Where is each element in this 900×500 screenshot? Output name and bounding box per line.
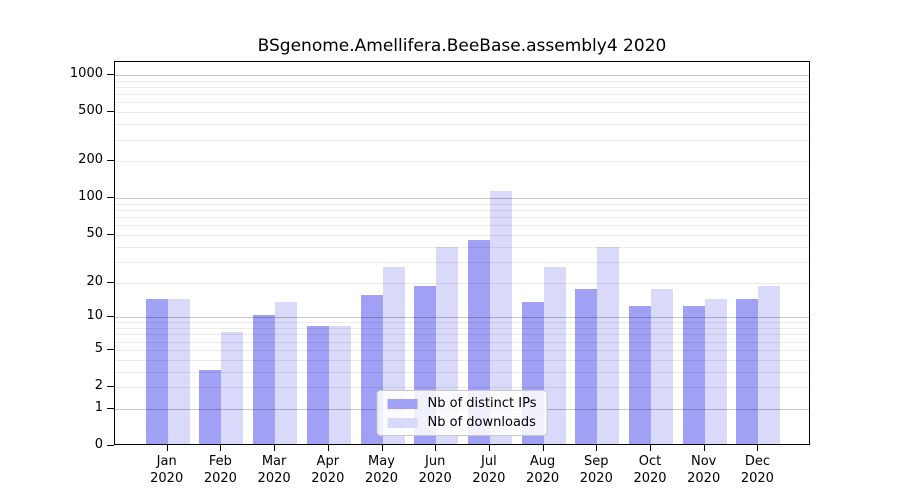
y-gridline-minor-70 — [115, 217, 809, 219]
y-gridline-minor-300 — [115, 139, 809, 141]
y-tick-label-2: 2 — [94, 378, 103, 393]
x-tick-apr — [327, 445, 329, 451]
legend-swatch-distinct-ips — [387, 398, 418, 409]
bar-nb-of-distinct-ips-feb-2020 — [199, 369, 222, 444]
bar-nb-of-downloads-jan-2020 — [167, 298, 190, 444]
y-tick-label-5: 5 — [94, 340, 103, 356]
y-tick-label-100: 100 — [78, 189, 103, 205]
x-tick-label-oct-2020: Oct 2020 — [633, 454, 667, 486]
legend: Nb of distinct IPs Nb of downloads — [376, 390, 548, 436]
bar-nb-of-downloads-dec-2020 — [758, 285, 781, 444]
y-tick-label-1: 1 — [94, 399, 103, 415]
y-gridline-minor-90 — [115, 203, 809, 205]
x-tick-label-jul-2020: Jul 2020 — [472, 454, 506, 486]
y-gridline-minor-20 — [115, 282, 809, 284]
y-gridline-minor-600 — [115, 102, 809, 104]
y-gridline-major-1000 — [115, 74, 809, 76]
y-gridline-minor-80 — [115, 210, 809, 211]
legend-label-distinct-ips: Nb of distinct IPs — [427, 396, 537, 411]
bar-nb-of-distinct-ips-dec-2020 — [736, 298, 759, 444]
x-tick-jul — [488, 445, 490, 451]
x-tick-may — [381, 445, 383, 451]
x-tick-mar — [274, 445, 276, 451]
x-tick-label-apr-2020: Apr 2020 — [311, 454, 345, 486]
y-tick-0 — [107, 445, 114, 446]
x-tick-feb — [220, 445, 222, 451]
y-tick-20 — [107, 281, 114, 283]
y-tick-200 — [107, 160, 114, 162]
y-gridline-minor-900 — [115, 80, 809, 82]
bar-nb-of-distinct-ips-jan-2020 — [145, 298, 168, 444]
x-tick-nov — [703, 445, 705, 451]
y-gridline-minor-60 — [115, 225, 809, 227]
bar-nb-of-downloads-mar-2020 — [275, 302, 298, 444]
x-tick-label-may-2020: May 2020 — [364, 454, 399, 486]
y-gridline-minor-400 — [115, 124, 809, 126]
bar-nb-of-downloads-jul-2020 — [489, 191, 512, 444]
chart-title: BSgenome.Amellifera.BeeBase.assembly4 20… — [257, 36, 667, 56]
x-tick-label-sep-2020: Sep 2020 — [579, 454, 613, 486]
x-tick-label-jun-2020: Jun 2020 — [418, 454, 452, 486]
x-tick-dec — [757, 445, 759, 451]
x-tick-oct — [650, 445, 651, 451]
y-tick-500 — [107, 111, 114, 113]
x-tick-label-aug-2020: Aug 2020 — [526, 454, 560, 486]
x-tick-label-dec-2020: Dec 2020 — [740, 454, 774, 486]
bar-nb-of-distinct-ips-sep-2020 — [575, 288, 598, 444]
bar-nb-of-downloads-aug-2020 — [543, 267, 566, 444]
bar-nb-of-downloads-nov-2020 — [704, 298, 727, 444]
legend-item-downloads: Nb of downloads — [387, 415, 537, 430]
y-gridline-major-100 — [115, 198, 809, 200]
y-tick-10 — [107, 316, 114, 318]
y-tick-label-10: 10 — [86, 308, 103, 324]
y-tick-label-20: 20 — [86, 273, 103, 289]
y-gridline-minor-500 — [115, 112, 809, 114]
legend-swatch-downloads — [387, 417, 418, 428]
y-tick-5 — [107, 348, 114, 350]
y-tick-1 — [107, 407, 114, 409]
y-tick-50 — [107, 233, 114, 235]
y-tick-label-50: 50 — [86, 225, 103, 241]
x-tick-jan — [166, 445, 168, 451]
legend-item-distinct-ips: Nb of distinct IPs — [387, 396, 537, 411]
legend-label-downloads: Nb of downloads — [427, 415, 536, 430]
x-tick-aug — [542, 445, 544, 451]
plot-area: Nb of distinct IPs Nb of downloads — [114, 61, 810, 445]
y-tick-100 — [107, 197, 114, 199]
x-tick-label-jan-2020: Jan 2020 — [150, 454, 184, 486]
bar-nb-of-distinct-ips-apr-2020 — [306, 326, 329, 444]
y-tick-label-1000: 1000 — [69, 65, 103, 81]
bar-nb-of-downloads-feb-2020 — [221, 332, 244, 444]
y-tick-label-500: 500 — [78, 103, 103, 119]
bar-nb-of-downloads-oct-2020 — [651, 288, 673, 444]
bar-nb-of-distinct-ips-nov-2020 — [682, 306, 705, 444]
x-tick-jun — [435, 445, 437, 451]
x-tick-sep — [596, 445, 598, 451]
y-gridline-minor-50 — [115, 234, 809, 236]
y-gridline-minor-200 — [115, 161, 809, 163]
bar-nb-of-downloads-sep-2020 — [597, 247, 620, 444]
x-tick-label-mar-2020: Mar 2020 — [257, 454, 291, 486]
y-gridline-minor-700 — [115, 94, 809, 96]
bar-nb-of-distinct-ips-oct-2020 — [629, 306, 651, 444]
y-gridline-minor-40 — [115, 246, 809, 248]
bar-nb-of-downloads-apr-2020 — [328, 326, 351, 444]
x-tick-label-feb-2020: Feb 2020 — [203, 454, 237, 486]
y-tick-label-0: 0 — [94, 437, 103, 452]
x-tick-label-nov-2020: Nov 2020 — [687, 454, 721, 486]
y-gridline-minor-800 — [115, 86, 809, 88]
bar-nb-of-distinct-ips-mar-2020 — [253, 315, 276, 444]
y-tick-label-200: 200 — [78, 152, 103, 168]
y-tick-1000 — [107, 73, 114, 75]
y-tick-2 — [107, 386, 114, 387]
y-gridline-minor-30 — [115, 261, 809, 263]
